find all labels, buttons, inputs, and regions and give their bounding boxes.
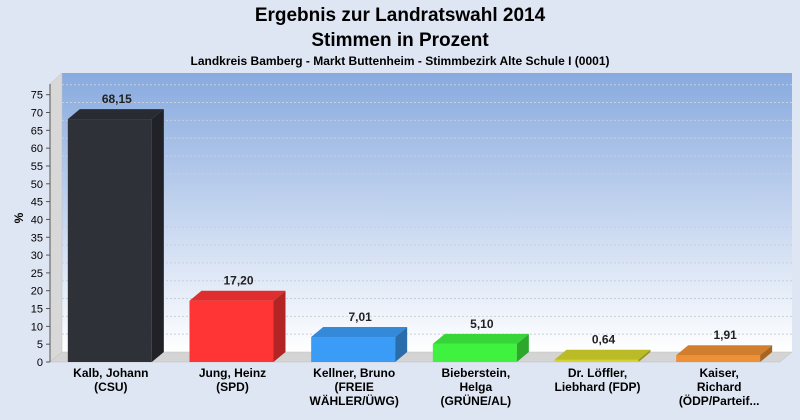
bar [432,333,529,362]
x-tick-label-line: Dr. Löffler, [568,366,627,380]
bar-top [554,349,651,360]
x-tick-label: Dr. Löffler, Liebhard (FDP) [555,366,641,394]
x-tick-label-line: (GRÜNE/AL) [440,393,511,408]
x-tick-label-line: (ÖDP/Parteif... [679,393,760,408]
value-label: 17,20 [223,274,253,288]
bar-top [676,345,773,356]
y-tick-label: 75 [31,90,43,102]
x-tick-label: Bieberstein, Helga (GRÜNE/AL) [440,366,511,408]
value-label: 1,91 [713,328,737,342]
x-tick-label: Jung, Heinz (SPD) [199,366,266,394]
bar-side [395,327,408,362]
y-tick-label: 0 [37,357,43,369]
value-label: 68,15 [102,92,132,106]
bar-front [189,300,274,362]
x-tick-label: Kaiser, Richard (ÖDP/Parteif... [679,366,760,408]
x-tick-label: Kalb, Johann (CSU) [73,366,148,394]
y-tick-label: 45 [31,197,43,209]
bar-side [516,333,529,362]
x-tick-label-line: (SPD) [216,380,249,394]
x-tick-label: Kellner, Bruno (FREIE WÄHLER/ÜWG) [310,366,399,408]
y-tick-label: 10 [31,321,43,333]
chart-title-line2: Stimmen in Prozent [311,30,489,51]
x-tick-label-line: Helga [459,380,492,394]
y-tick-label: 55 [31,161,43,173]
bar-front [676,355,761,362]
bar-side [273,290,286,362]
bar-top [189,290,286,301]
value-labels: 68,15 17,20 7,01 5,10 0,64 1,91 [102,92,737,347]
grid-lines [62,84,792,335]
value-label: 5,10 [470,317,494,331]
y-axis-label: % [12,212,26,223]
y-axis: 0 5 10 15 20 25 30 35 40 45 50 55 60 65 70 75 [31,84,51,369]
value-label: 7,01 [348,310,372,324]
y-tick-label: 25 [31,268,43,280]
bar-top [311,327,408,338]
y-tick-label: 50 [31,179,43,191]
y-tick-label: 15 [31,304,43,316]
x-tick-label-line: WÄHLER/ÜWG) [310,393,399,408]
bar-front [311,337,396,362]
x-tick-label-line: Kellner, Bruno [313,366,395,380]
bar-top [67,109,164,120]
x-tick-label-line: Kalb, Johann [73,366,148,380]
y-tick-label: 40 [31,214,43,226]
y-tick-label: 30 [31,250,43,262]
bar [311,327,408,362]
chart-subtitle: Landkreis Bamberg - Markt Buttenheim - S… [191,54,610,68]
bar-side [151,109,164,362]
bar-top [432,333,529,344]
y-tick-label: 20 [31,286,43,298]
x-tick-label-line: (FREIE [334,380,373,394]
bar [554,349,651,362]
x-tick-label-line: (CSU) [94,380,127,394]
y-tick-label: 60 [31,143,43,155]
y-tick-label: 35 [31,232,43,244]
bar-side [638,349,651,362]
bar-side [760,345,773,362]
x-tick-label-line: Bieberstein, [441,366,510,380]
y-tick-label: 5 [37,339,43,351]
bars [67,109,773,362]
bar [67,109,164,362]
x-tick-label-line: Richard [697,380,742,394]
bar-front [67,119,152,362]
plot-background [62,73,792,352]
y-tick-label: 70 [31,108,43,120]
chart-title-line1: Ergebnis zur Landratswahl 2014 [255,5,546,26]
bar-front [432,343,517,362]
x-tick-label-line: Jung, Heinz [199,366,266,380]
y-tick-label: 65 [31,125,43,137]
bar [676,345,773,362]
plot-left-wall [49,72,63,363]
bar [189,290,286,362]
value-label: 0,64 [592,333,616,347]
bar-front [554,359,639,362]
x-tick-label-line: Kaiser, [699,366,738,380]
x-tick-label-line: Liebhard (FDP) [555,380,641,394]
x-axis-labels: Kalb, Johann (CSU) Jung, Heinz (SPD) Kellner… [73,366,759,408]
